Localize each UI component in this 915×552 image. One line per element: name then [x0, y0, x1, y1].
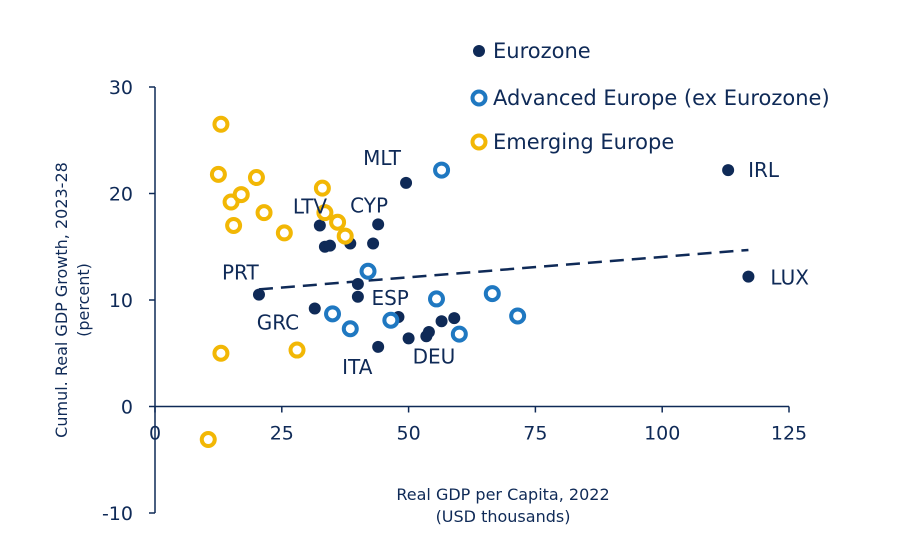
advanced-point — [509, 307, 527, 325]
eurozone-point — [448, 312, 461, 325]
eurozone-point — [372, 218, 385, 231]
advanced-point — [483, 285, 501, 303]
legend-label-eurozone: Eurozone — [493, 39, 591, 63]
eurozone-point — [400, 176, 413, 189]
y-tick-label: -10 — [102, 503, 133, 525]
y-tick-label: 20 — [109, 184, 133, 206]
legend-marker-emerging — [470, 133, 488, 151]
axes: 0 25 50 75 100 125 -10 0 10 20 30 — [102, 77, 807, 525]
advanced-point — [324, 305, 342, 323]
advanced-point — [450, 325, 468, 343]
x-tick-label: 0 — [149, 423, 161, 445]
emerging-point — [225, 216, 243, 234]
country-label-cyp: CYP — [350, 193, 388, 217]
y-tick-label: 0 — [121, 397, 133, 419]
eurozone-point — [323, 239, 336, 252]
country-label-grc: GRC — [257, 311, 299, 335]
eurozone-point — [372, 340, 385, 353]
x-tick-label: 25 — [270, 423, 294, 445]
y-axis-title: (percent) — [74, 263, 93, 337]
eurozone-point — [422, 325, 435, 338]
advanced-point — [359, 262, 377, 280]
eurozone-point — [351, 290, 364, 303]
emerging-point — [275, 224, 293, 242]
x-axis-title: (USD thousands) — [436, 507, 571, 526]
legend: Eurozone Advanced Europe (ex Eurozone) Eme… — [470, 39, 830, 154]
country-label-ita: ITA — [342, 355, 373, 379]
eurozone-point — [742, 270, 755, 283]
y-axis-title: Cumul. Real GDP Growth, 2023-28 — [52, 162, 71, 438]
x-tick-label: 75 — [523, 423, 547, 445]
y-tick-label: 10 — [109, 290, 133, 312]
trendline-group — [258, 248, 749, 291]
eurozone-point — [351, 278, 364, 291]
y-tick-label: 30 — [109, 77, 133, 99]
country-label-deu: DEU — [413, 344, 456, 368]
legend-marker-eurozone — [473, 45, 485, 57]
advanced-point — [382, 311, 400, 329]
country-label-mlt: MLT — [363, 146, 402, 170]
emerging-point — [212, 344, 230, 362]
eurozone-point — [313, 219, 326, 232]
country-label-ltv: LTV — [293, 194, 328, 218]
country-label-lux: LUX — [770, 266, 809, 290]
eurozone-point — [367, 237, 380, 250]
country-label-esp: ESP — [371, 286, 408, 310]
emerging-point — [336, 227, 354, 245]
emerging-point — [212, 115, 230, 133]
legend-label-advanced: Advanced Europe (ex Eurozone) — [493, 86, 830, 110]
emerging-point — [209, 165, 227, 183]
country-label-irl: IRL — [748, 158, 780, 182]
x-tick-label: 125 — [771, 423, 807, 445]
points-group — [199, 115, 755, 449]
advanced-point — [427, 290, 445, 308]
trendline — [258, 248, 749, 291]
advanced-point — [341, 320, 359, 338]
legend-label-emerging: Emerging Europe — [493, 130, 674, 154]
eurozone-point — [722, 164, 735, 177]
axis-titles: Real GDP per Capita, 2022 (USD thousands)… — [52, 162, 610, 526]
country-label-prt: PRT — [222, 261, 260, 285]
emerging-point — [329, 213, 347, 231]
legend-marker-advanced — [470, 89, 488, 107]
eurozone-point — [308, 302, 321, 315]
eurozone-point — [402, 332, 415, 345]
x-tick-label: 50 — [397, 423, 421, 445]
advanced-point — [433, 161, 451, 179]
eurozone-point — [252, 288, 265, 301]
emerging-point — [255, 204, 273, 222]
eurozone-point — [435, 315, 448, 328]
annotations-group: MLT IRL LTV CYP PRT LUX ESP GRC ITA DEU — [222, 146, 809, 379]
emerging-point — [313, 179, 331, 197]
x-axis-title: Real GDP per Capita, 2022 — [396, 485, 609, 504]
emerging-point — [288, 341, 306, 359]
x-tick-label: 100 — [644, 423, 680, 445]
emerging-point — [316, 204, 334, 222]
emerging-point — [247, 169, 265, 187]
emerging-point — [232, 186, 250, 204]
emerging-point — [199, 431, 217, 449]
